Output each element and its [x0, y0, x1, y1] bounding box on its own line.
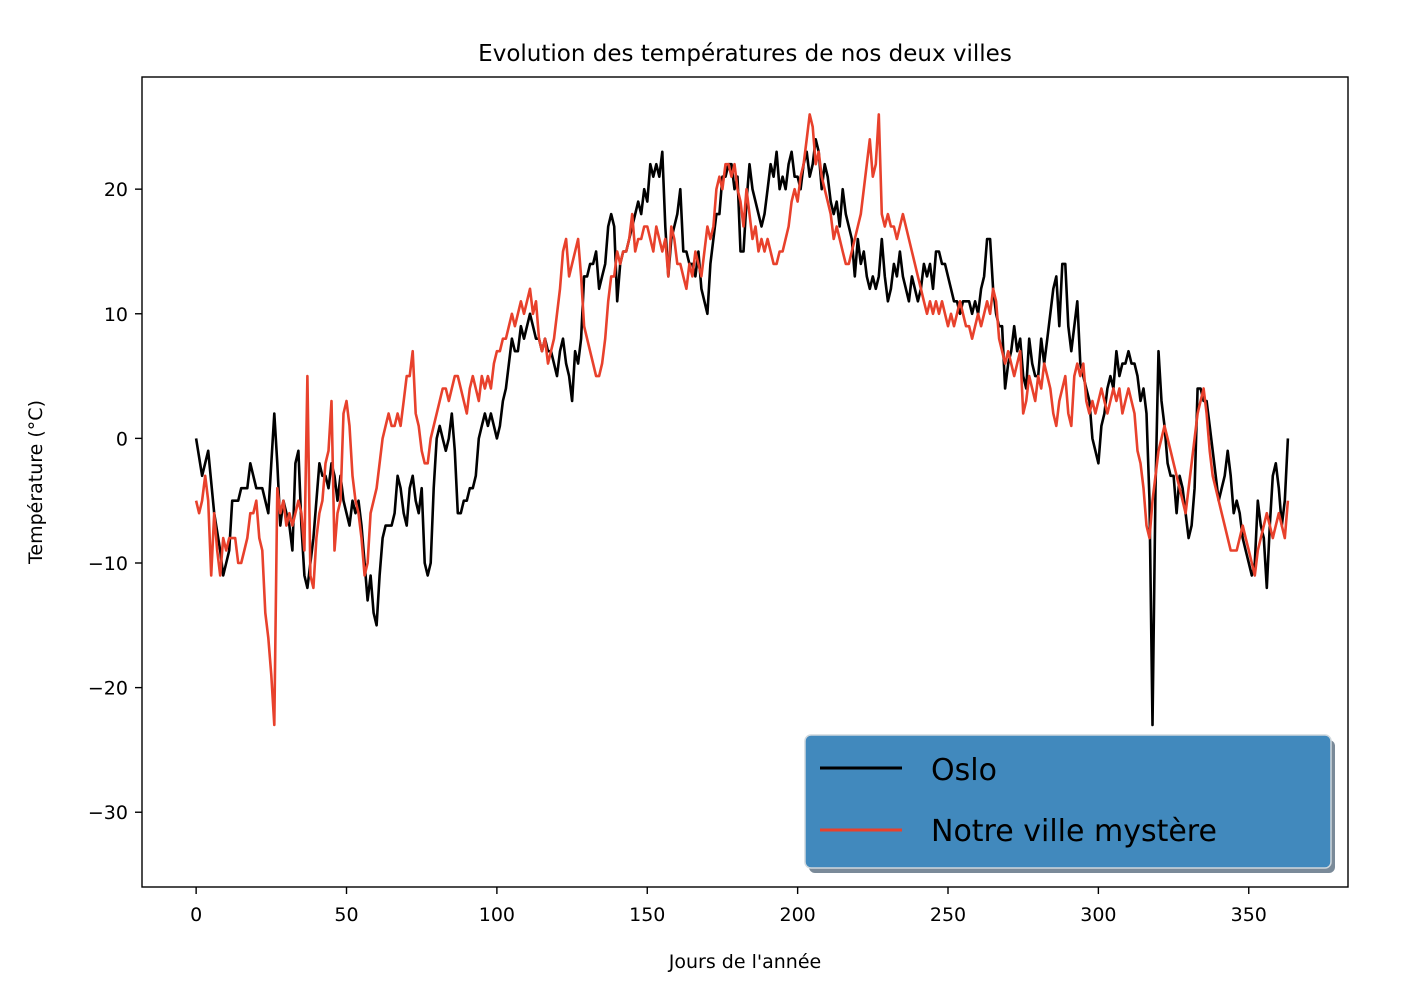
- series-line-notre-ville: [194, 113, 1290, 727]
- x-tick-label: 350: [1231, 904, 1267, 926]
- x-tick-label: 150: [629, 904, 665, 926]
- legend-box: [804, 734, 1332, 869]
- y-tick-label: 10: [104, 304, 128, 326]
- x-axis-ticks: 0 50 100 150 200 250 300 350: [190, 887, 1267, 926]
- x-axis-label: Jours de l'année: [668, 951, 821, 973]
- series-layer: [194, 113, 1290, 727]
- series-line-oslo: [194, 138, 1290, 727]
- y-axis-label: Température (°C): [25, 400, 47, 565]
- y-tick-label: −20: [88, 678, 128, 700]
- legend: Oslo Notre ville mystère: [804, 734, 1335, 873]
- y-tick-label: 0: [116, 428, 128, 450]
- plot-frame: [141, 76, 1349, 888]
- x-tick-label: 0: [190, 904, 202, 926]
- chart-title: Evolution des températures de nos deux v…: [478, 41, 1012, 67]
- x-tick-label: 50: [334, 904, 358, 926]
- x-tick-label: 250: [930, 904, 966, 926]
- legend-label-notre-ville: Notre ville mystère: [931, 814, 1217, 849]
- x-tick-label: 100: [479, 904, 515, 926]
- y-axis-ticks: −30 −20 −10 0 10 20: [88, 179, 142, 824]
- x-tick-label: 300: [1080, 904, 1116, 926]
- y-tick-label: −30: [88, 802, 128, 824]
- y-tick-label: −10: [88, 553, 128, 575]
- x-tick-label: 200: [779, 904, 815, 926]
- y-tick-label: 20: [104, 179, 128, 201]
- legend-label-oslo: Oslo: [931, 753, 997, 788]
